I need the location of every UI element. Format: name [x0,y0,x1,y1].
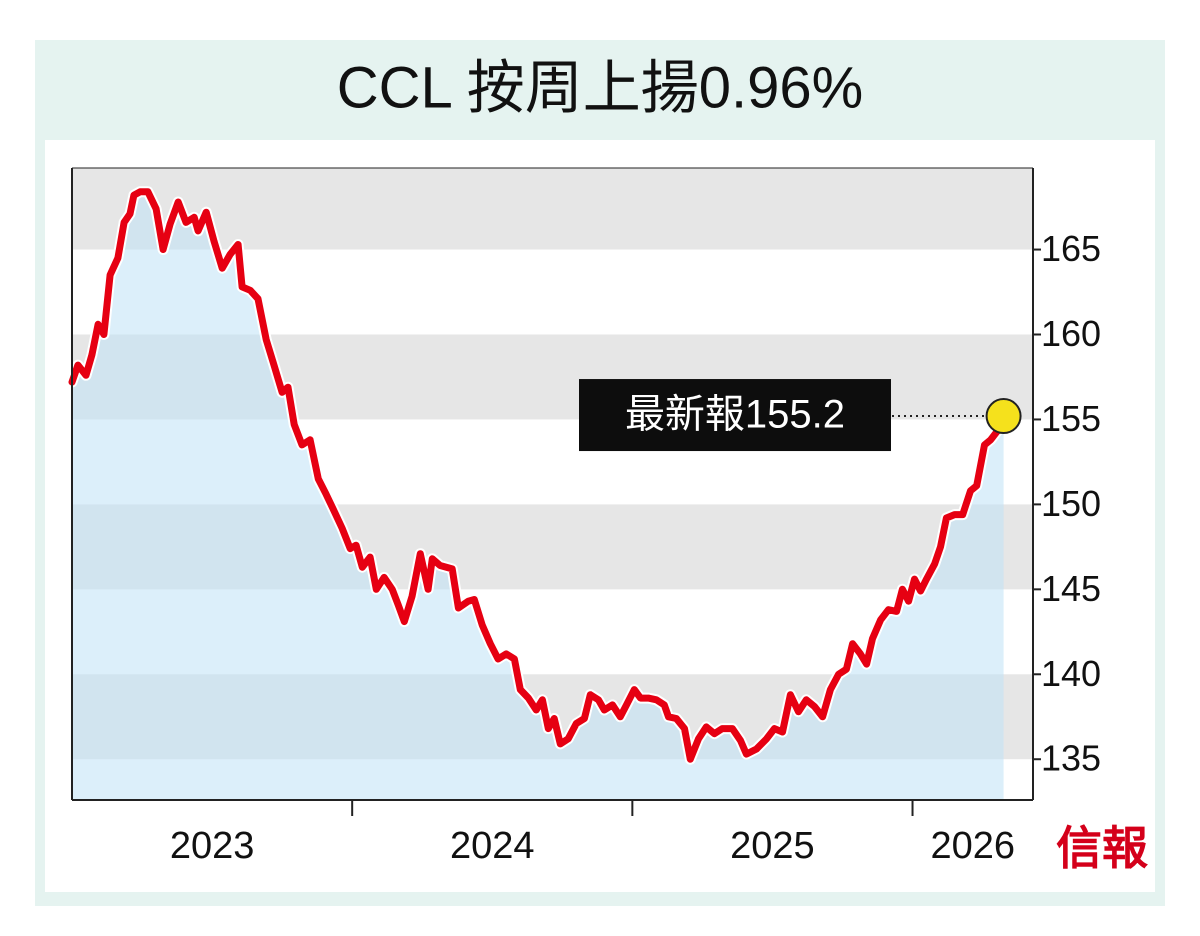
y-tick-label: 155 [1041,398,1101,439]
plot: 135 140 145 150 155 160 165 2023 2024 2025 2026 最新報… [66,167,1101,867]
y-tick-label: 135 [1041,738,1101,779]
y-tick-label: 150 [1041,483,1101,524]
annotation: 最新報155.2 [625,393,845,437]
annotation-box [579,379,891,452]
x-tick-label: 2026 [930,825,1015,867]
grid-band [72,168,1033,250]
chart-title: CCL 按周上揚0.96% [337,55,863,120]
line [68,188,1008,763]
y-tick-label: 165 [1041,228,1101,269]
source-logo: 信報 [1056,821,1148,875]
y-tick-label: 160 [1041,313,1101,354]
y-tick-label: 140 [1041,653,1101,694]
latest-marker [985,398,1022,435]
x-tick-label: 2023 [170,825,255,867]
area [72,191,1004,801]
x-tick-label: 2024 [450,825,535,867]
y-tick-label: 145 [1041,568,1101,609]
x-tick-label: 2025 [730,825,815,867]
